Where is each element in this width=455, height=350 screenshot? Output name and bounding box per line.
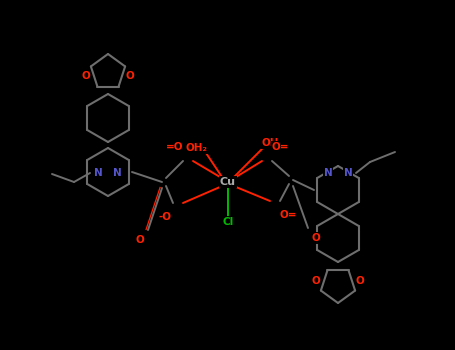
- Text: N: N: [113, 168, 121, 178]
- Text: N: N: [94, 168, 102, 178]
- Text: O=: O=: [271, 142, 289, 152]
- Text: Cl: Cl: [222, 217, 233, 227]
- Text: O: O: [312, 233, 320, 243]
- Text: -O: -O: [158, 212, 172, 222]
- Text: O: O: [126, 71, 134, 81]
- Text: N: N: [344, 168, 352, 178]
- Text: Cu: Cu: [220, 177, 236, 187]
- Text: O=: O=: [279, 210, 297, 220]
- Text: N: N: [324, 168, 332, 178]
- Text: OH₂: OH₂: [185, 143, 207, 153]
- Text: O: O: [312, 276, 320, 286]
- Text: O: O: [81, 71, 91, 81]
- Text: OH: OH: [261, 138, 279, 148]
- Text: O: O: [356, 276, 364, 286]
- Text: =O: =O: [166, 142, 184, 152]
- Text: O: O: [136, 235, 144, 245]
